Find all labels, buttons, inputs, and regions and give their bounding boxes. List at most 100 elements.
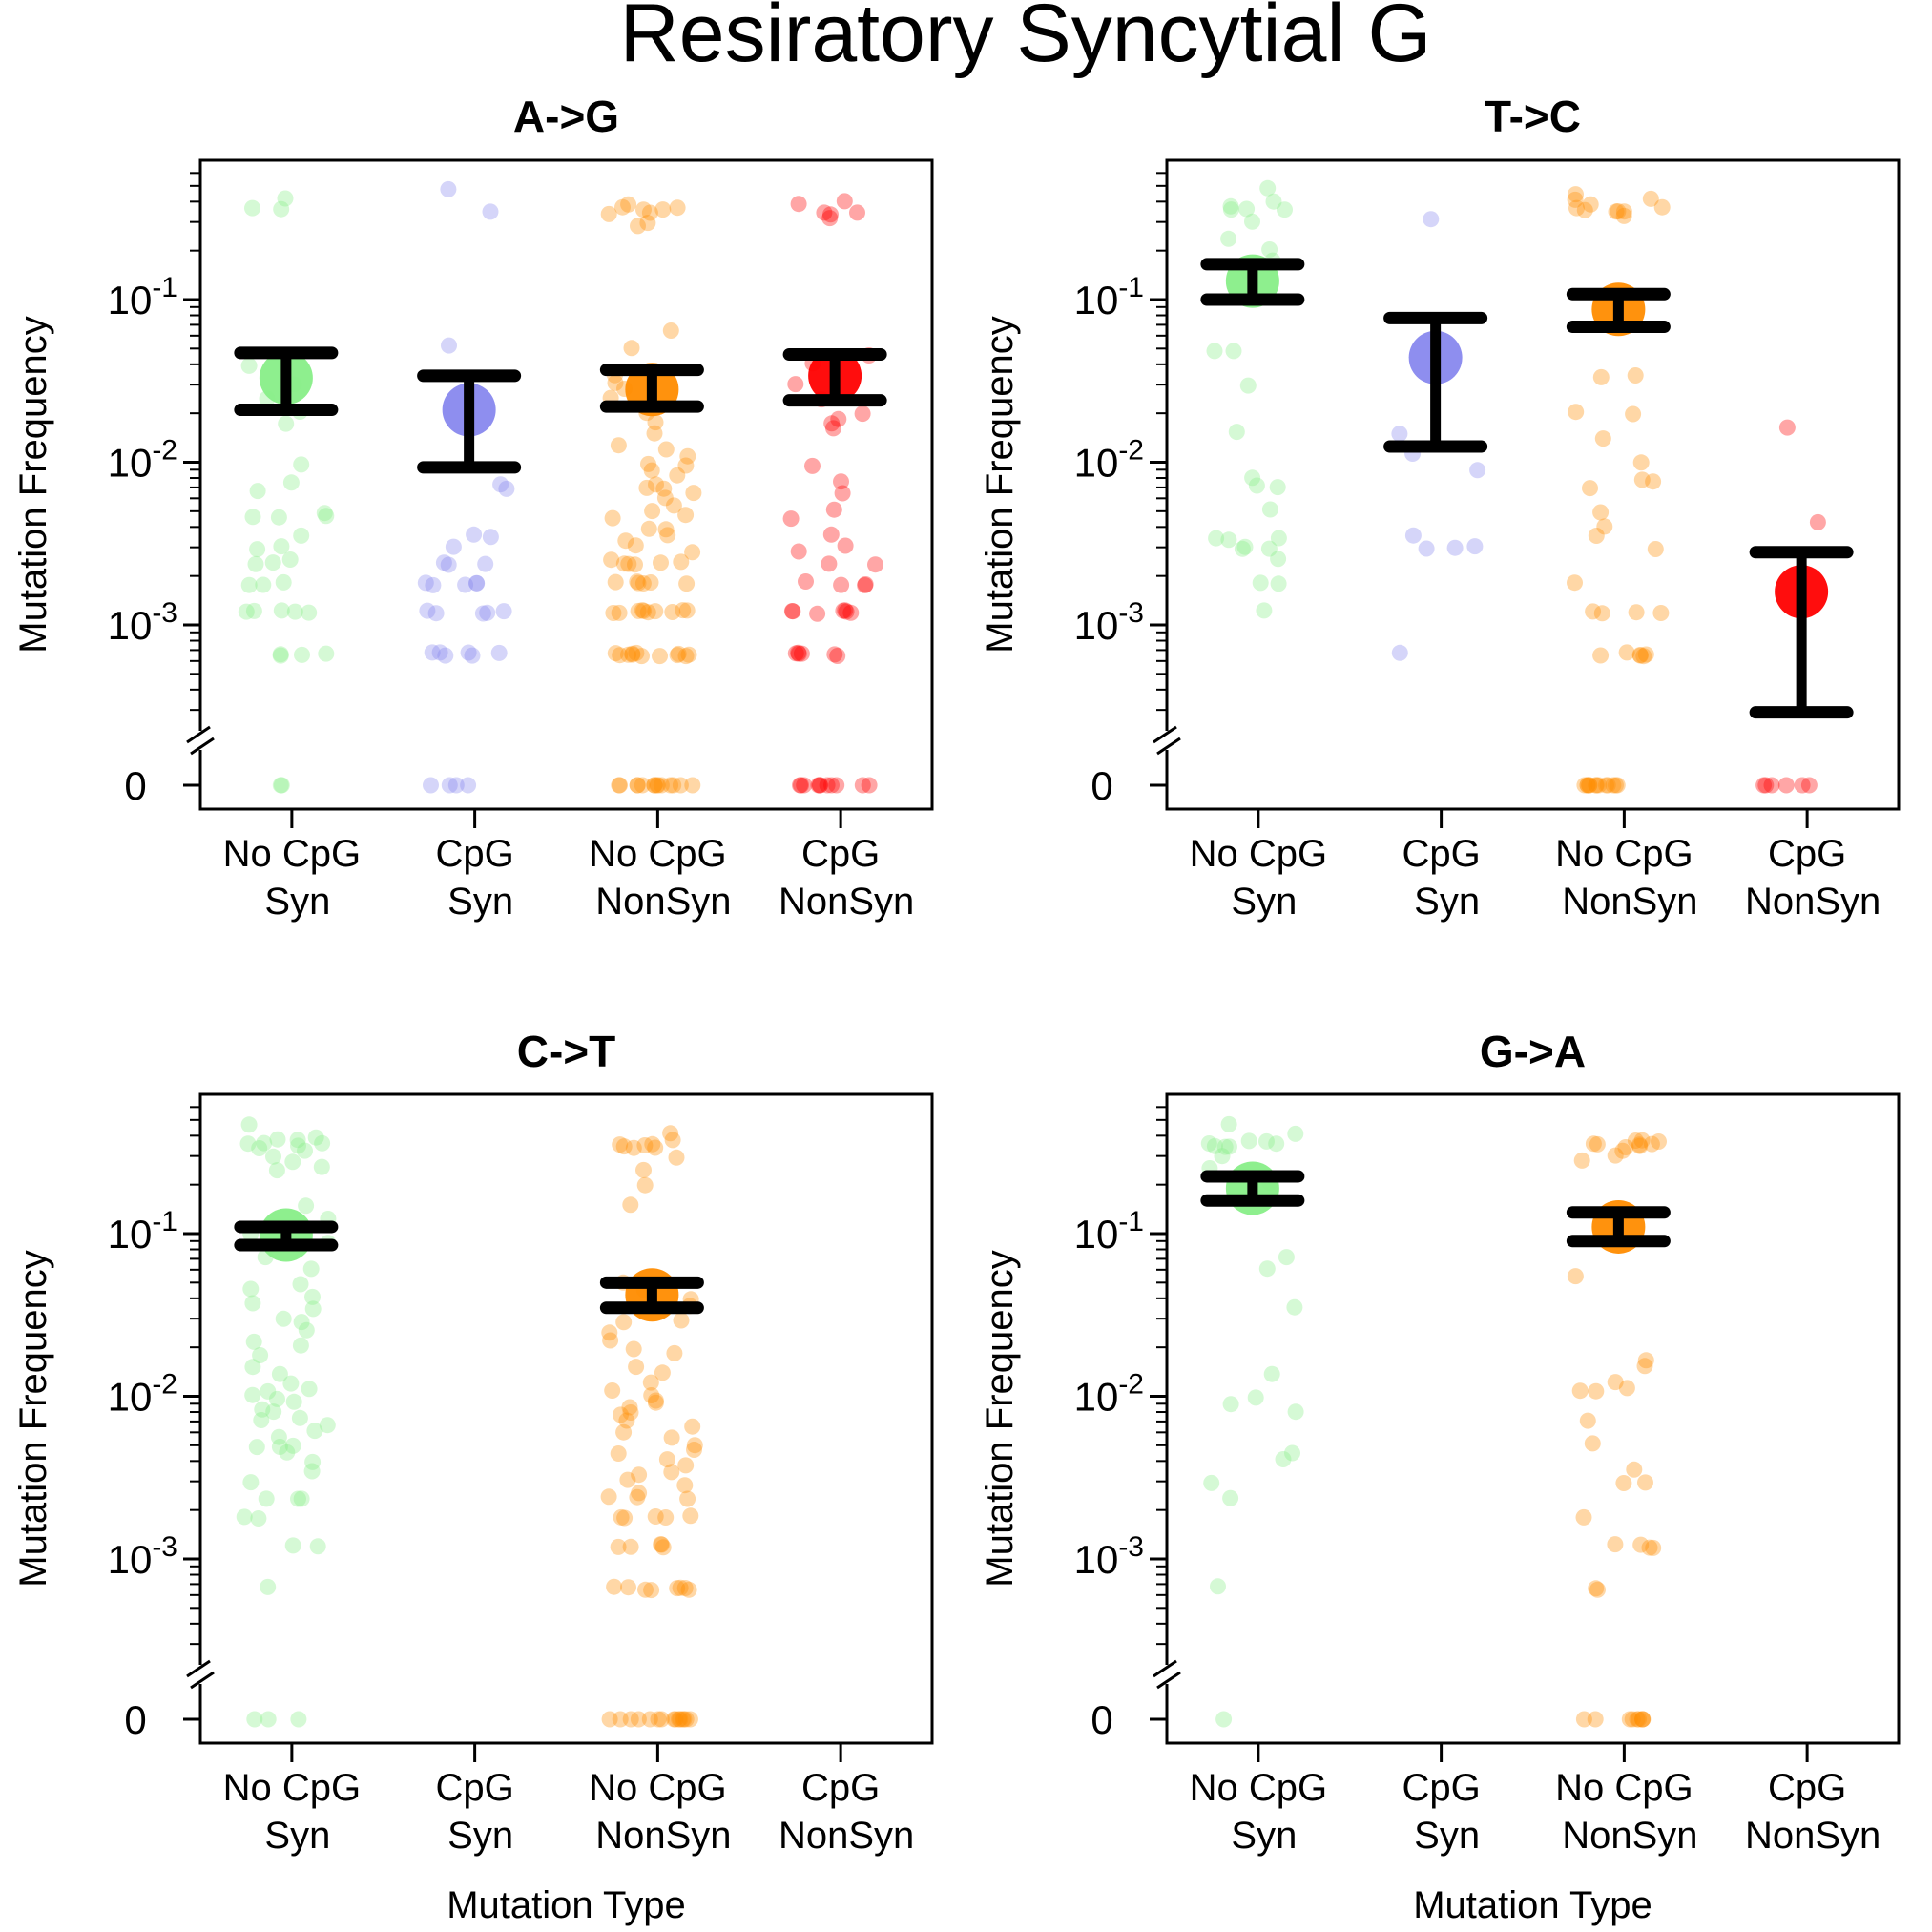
data-point	[309, 1538, 326, 1555]
data-point	[425, 576, 442, 593]
data-point	[277, 190, 294, 207]
data-point	[653, 1711, 670, 1728]
data-point	[273, 200, 290, 218]
y-axis-ticks	[1150, 1106, 1167, 1721]
data-point	[492, 476, 509, 493]
data-point	[665, 497, 682, 514]
data-point	[254, 1401, 271, 1418]
panel-title: T->C	[1485, 92, 1581, 141]
data-point	[646, 425, 663, 442]
data-point	[1588, 1580, 1605, 1597]
data-point	[292, 1276, 309, 1293]
data-point	[686, 1442, 702, 1458]
y-axis-ticks	[183, 172, 200, 787]
data-point	[654, 201, 672, 218]
data-point	[1270, 530, 1287, 547]
data-point	[1244, 213, 1260, 230]
data-point	[1215, 1711, 1233, 1728]
data-point	[837, 602, 854, 619]
data-point	[641, 204, 658, 221]
data-point	[627, 556, 643, 573]
data-point	[1596, 518, 1613, 535]
data-point	[285, 1393, 302, 1410]
data-point	[667, 1711, 684, 1728]
data-point	[1575, 1508, 1592, 1526]
data-point	[482, 203, 499, 220]
data-point	[240, 1116, 258, 1133]
data-point	[1568, 186, 1584, 203]
data-point	[282, 474, 300, 491]
data-point	[482, 529, 499, 546]
data-point	[290, 1137, 306, 1154]
data-point	[782, 510, 800, 528]
data-point	[1777, 777, 1795, 794]
data-point	[272, 647, 289, 664]
data-point	[669, 467, 686, 484]
data-point	[1621, 1711, 1638, 1728]
data-point	[635, 1161, 652, 1178]
data-point	[646, 777, 663, 794]
data-point	[681, 1711, 698, 1728]
axis-break-mark	[1156, 737, 1181, 756]
data-point	[618, 1412, 635, 1429]
data-point	[279, 1444, 296, 1461]
data-point	[284, 1153, 301, 1171]
data-point	[650, 1711, 667, 1728]
data-point	[604, 1382, 621, 1399]
data-point	[1635, 648, 1652, 665]
data-point	[675, 1711, 692, 1728]
data-point	[631, 1485, 648, 1502]
x-tick-label: NonSyn	[1562, 881, 1697, 923]
data-point	[620, 646, 636, 663]
data-point	[1404, 527, 1422, 544]
data-point	[1626, 1461, 1643, 1478]
y-tick-label: 0	[124, 1697, 146, 1742]
data-point	[823, 415, 841, 432]
data-point	[1244, 469, 1261, 487]
data-point	[1261, 241, 1278, 258]
data-point	[635, 201, 652, 218]
data-point	[642, 574, 659, 591]
data-point	[637, 1581, 654, 1598]
data-point	[676, 1477, 694, 1494]
data-point	[293, 1490, 310, 1507]
x-tick-label: CpG	[801, 1767, 880, 1809]
data-point	[479, 604, 496, 621]
data-point	[644, 1135, 661, 1153]
data-point	[1575, 1711, 1592, 1728]
data-point	[272, 777, 289, 794]
data-point	[255, 576, 272, 593]
data-point	[816, 204, 833, 221]
axis-break-mark	[1153, 1659, 1177, 1678]
data-point	[1252, 574, 1269, 592]
y-tick-label: 10-3	[108, 597, 177, 648]
data-point	[653, 554, 669, 571]
data-point	[1268, 1135, 1285, 1153]
data-point	[286, 603, 303, 620]
data-point	[635, 602, 653, 619]
data-point	[677, 1457, 695, 1474]
data-point	[620, 1579, 636, 1596]
data-point	[1794, 777, 1811, 794]
data-point	[629, 777, 646, 794]
data-point	[627, 537, 644, 554]
data-point	[1588, 777, 1605, 794]
data-point	[477, 555, 494, 572]
data-point	[654, 1539, 672, 1556]
axis-break-gap	[1153, 1665, 1180, 1684]
data-point	[1645, 473, 1662, 490]
data-point	[1256, 602, 1273, 619]
plot-frame	[198, 158, 934, 811]
data-point	[244, 1386, 261, 1403]
data-point	[1240, 1132, 1257, 1150]
data-point	[250, 1510, 267, 1527]
data-point	[1643, 1135, 1660, 1153]
data-point	[273, 602, 290, 619]
x-tick-label: CpG	[1402, 833, 1481, 875]
data-point	[646, 777, 663, 794]
data-point	[629, 777, 646, 794]
data-point	[610, 1445, 627, 1462]
data-point	[1652, 605, 1670, 621]
y-tick-label: 0	[1091, 763, 1112, 808]
data-point	[630, 602, 647, 619]
